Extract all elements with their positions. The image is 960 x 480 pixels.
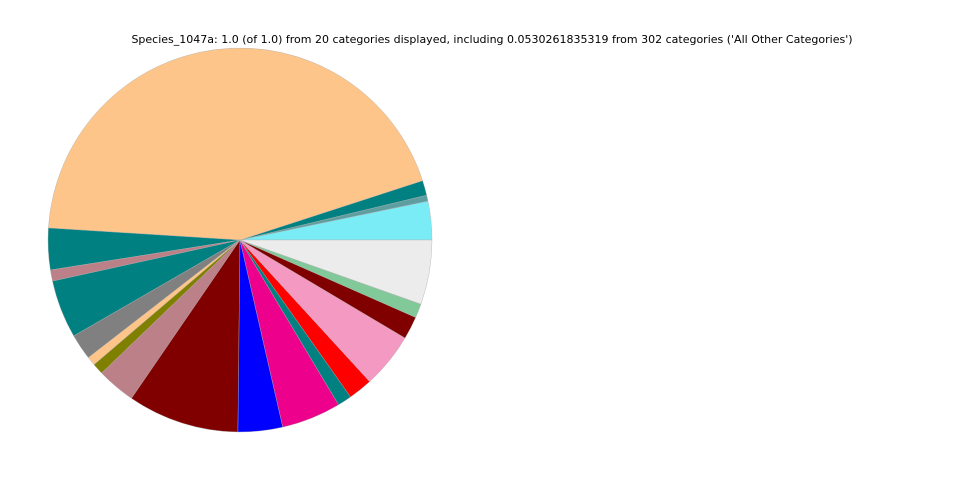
chart-title: Species_1047a: 1.0 (of 1.0) from 20 cate…: [131, 33, 852, 46]
pie-slice: [131, 239, 241, 433]
pie-slice: [239, 239, 433, 305]
pie-slice: [48, 47, 423, 241]
